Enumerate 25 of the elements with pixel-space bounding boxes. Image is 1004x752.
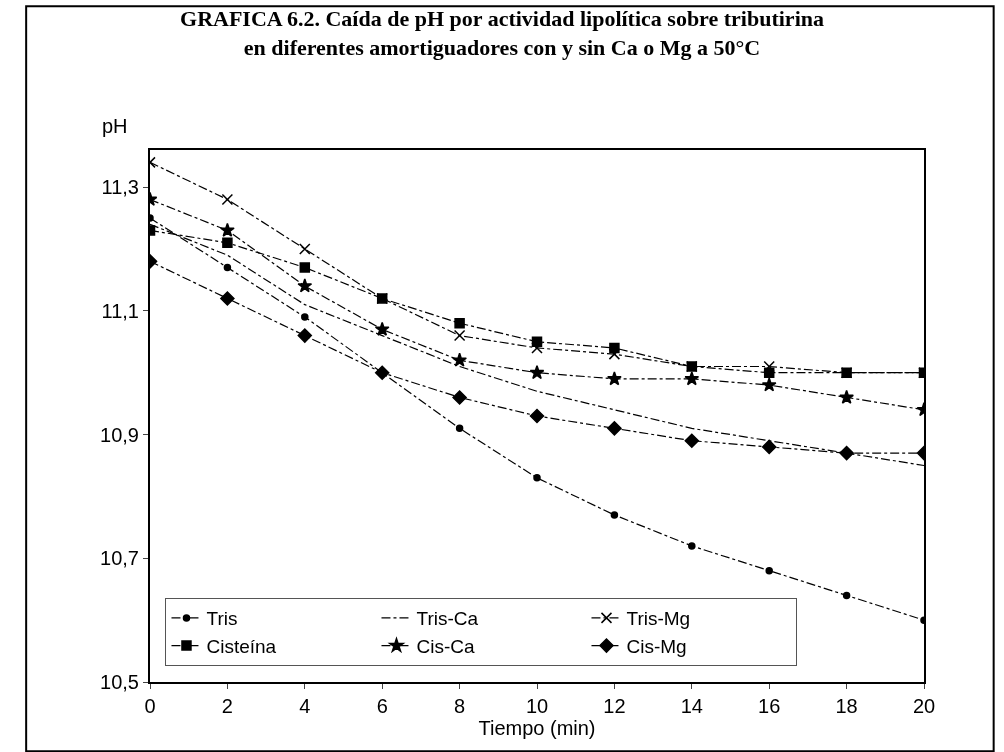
y-tick-label: 11,3	[101, 176, 139, 199]
legend-label: Cisteína	[206, 636, 277, 657]
x-tick-label: 2	[221, 695, 233, 717]
x-tick-label: 16	[758, 695, 781, 717]
x-tick-label: 20	[912, 695, 936, 717]
x-tick-label: 10	[525, 695, 549, 717]
x-tick-label: 18	[835, 695, 858, 717]
x-tick-label: 4	[299, 695, 311, 717]
x-tick-label: 8	[454, 695, 466, 717]
x-tick-label: 12	[603, 695, 626, 717]
y-tick-label: 11,1	[101, 299, 139, 322]
x-tick-label: 14	[680, 695, 703, 717]
y-tick-label: 10,7	[100, 547, 139, 570]
legend-label: Tris-Mg	[626, 608, 691, 630]
x-axis-title: Tiempo (min)	[478, 717, 596, 739]
legend-label: Tris	[206, 608, 238, 630]
x-tick-label: 6	[376, 695, 388, 717]
legend-label: Cis-Mg	[626, 636, 687, 657]
x-tick-label: 0	[144, 695, 156, 717]
legend-label: Tris-Ca	[416, 608, 479, 630]
y-tick-label: 10,5	[100, 671, 139, 693]
chart-title: GRAFICA 6.2. Caída de pH por actividad lipolítica sobre tributirina en diferentes amortiguadores con y sin Ca o Mg a 50°C	[180, 6, 824, 60]
y-axis-title: pH	[102, 115, 128, 137]
y-tick-label: 10,9	[100, 423, 139, 446]
legend-label: Cis-Ca	[416, 636, 475, 657]
